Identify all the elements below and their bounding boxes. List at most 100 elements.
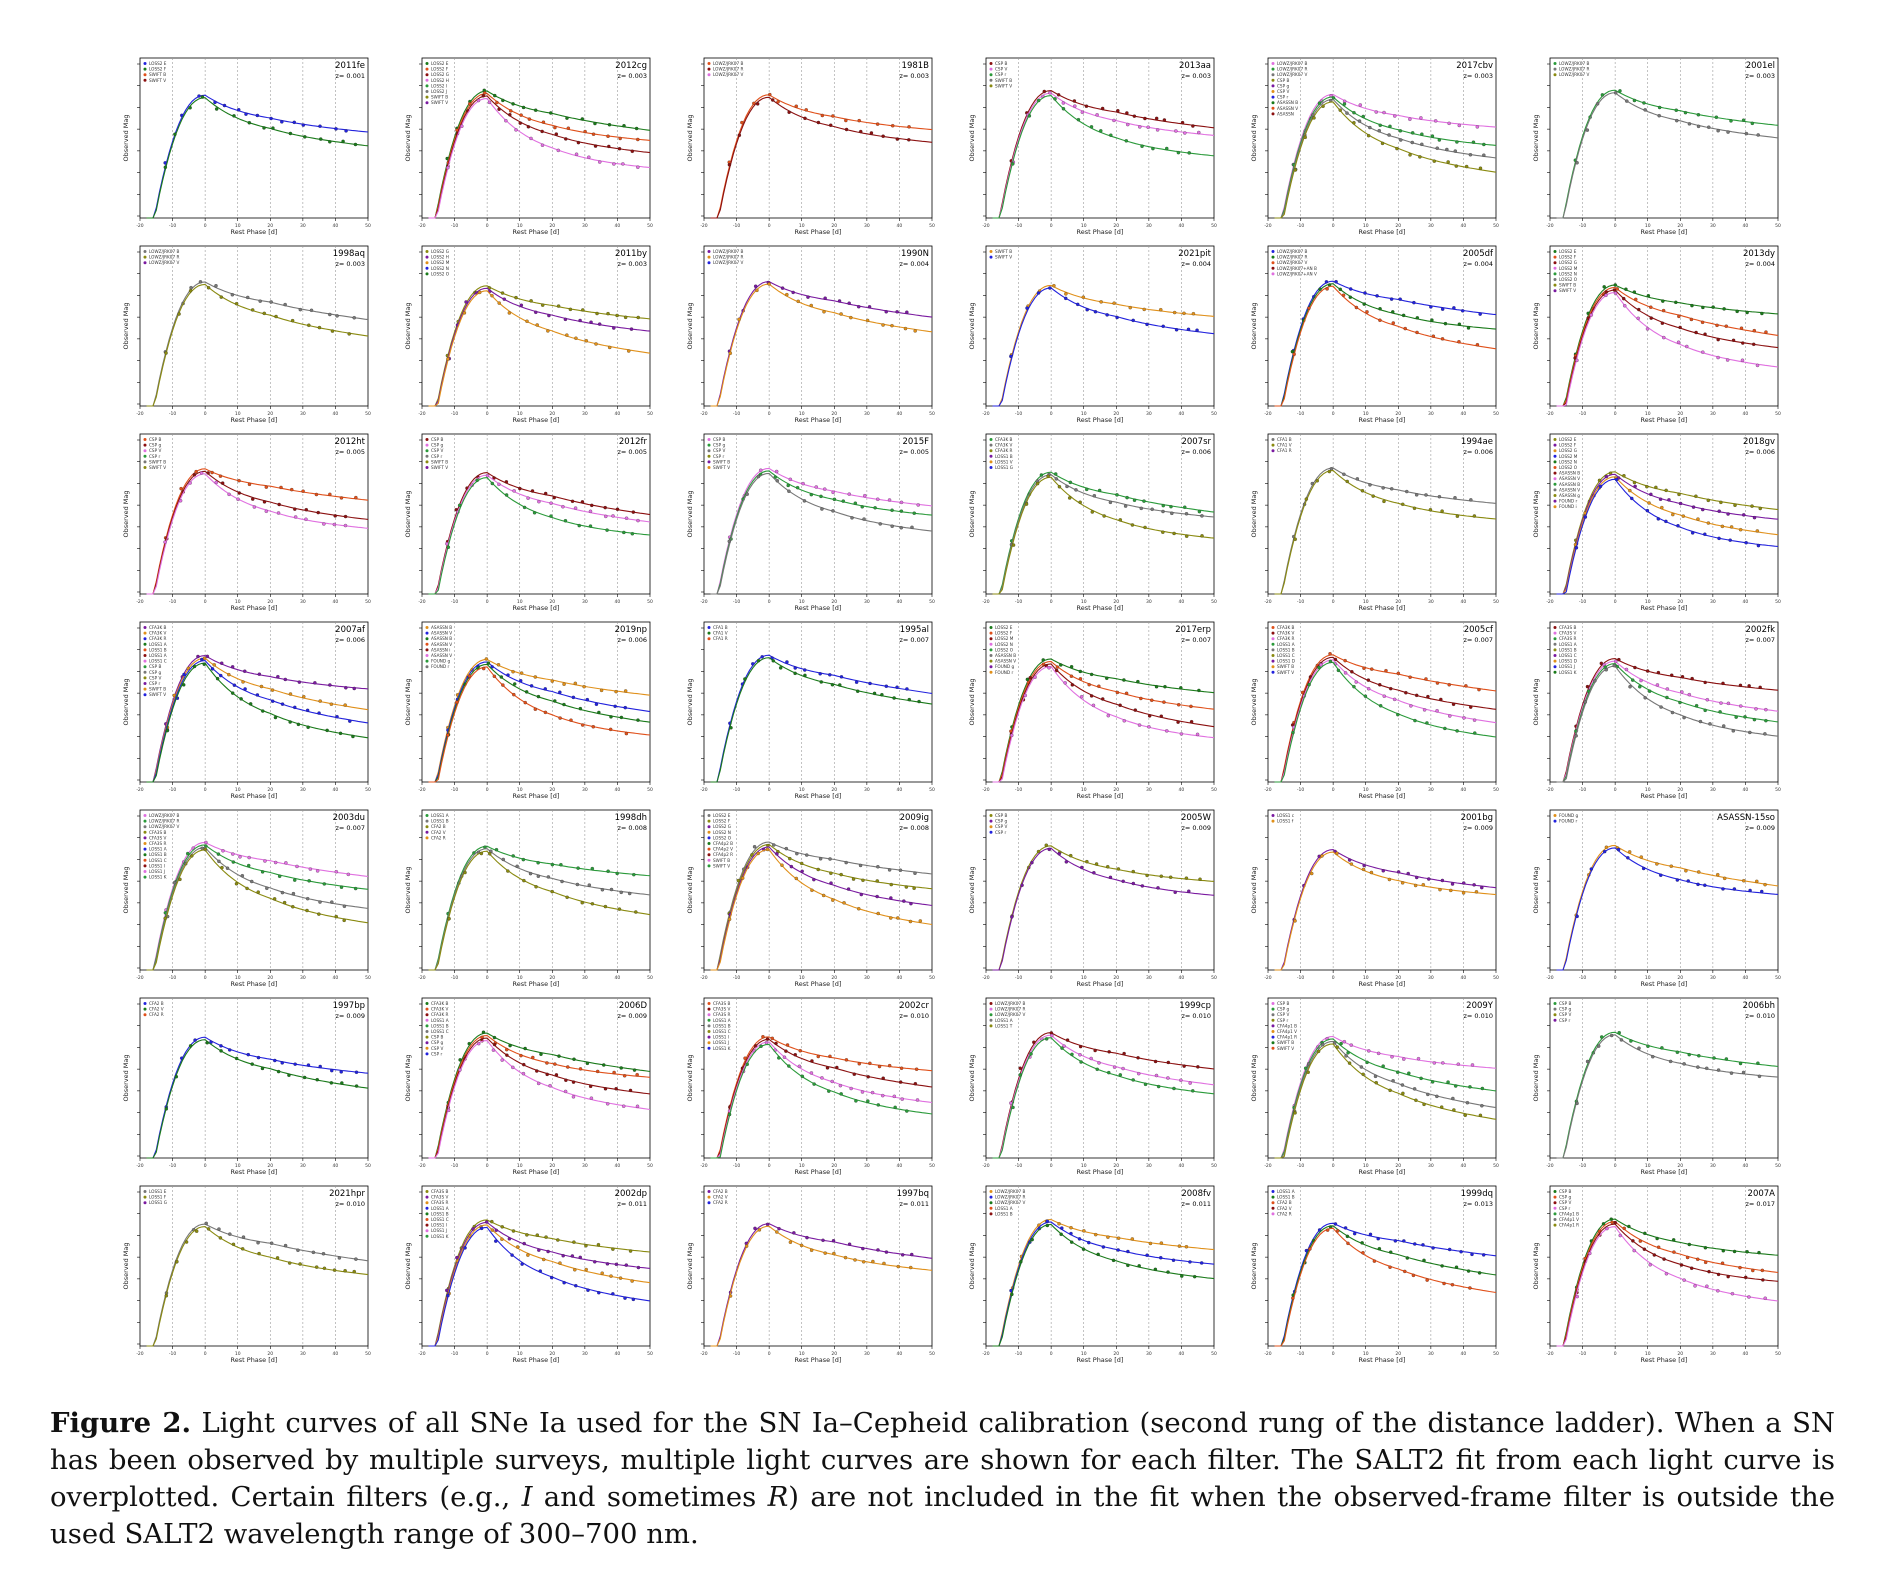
x-tick-label: 50: [1775, 599, 1781, 605]
legend-marker: [1553, 266, 1557, 270]
photometry-point: [623, 705, 627, 710]
legend-marker: [707, 853, 711, 857]
photometry-point: [1413, 718, 1417, 723]
photometry-point: [206, 285, 211, 290]
photometry-point: [887, 498, 892, 502]
legend-marker: [143, 1002, 147, 1005]
photometry-point: [1359, 1065, 1364, 1069]
legend-entry: LOWZ/JRK07 R: [713, 67, 743, 72]
photometry-point: [1447, 121, 1451, 126]
redshift-label: z= 0.004: [1181, 260, 1211, 268]
photometry-point: [518, 679, 523, 683]
photometry-point: [1403, 1269, 1407, 1274]
photometry-point: [463, 870, 467, 875]
salt2-fit-curve: [710, 657, 933, 783]
photometry-point: [1137, 1264, 1141, 1268]
salt2-fit-curve: [1556, 1031, 1779, 1159]
legend-entry: CSP g: [431, 1040, 443, 1045]
x-axis-label: Rest Phase [d]: [1077, 792, 1124, 800]
photometry-point: [794, 104, 798, 108]
x-tick-label: 10: [1363, 1163, 1369, 1169]
x-tick-label: -20: [982, 411, 989, 417]
photometry-point: [895, 685, 899, 689]
photometry-point: [529, 684, 534, 688]
legend-marker: [425, 1035, 429, 1039]
legend-entry: CSP V: [431, 1046, 443, 1051]
x-tick-label: -10: [1297, 1351, 1304, 1357]
x-tick-label: -20: [136, 1163, 143, 1169]
photometry-point: [580, 500, 585, 504]
photometry-point: [1610, 1220, 1614, 1225]
photometry-point: [467, 1041, 471, 1046]
x-tick-label: 10: [517, 787, 523, 793]
salt2-fit-curve: [710, 1036, 933, 1159]
legend-marker: [707, 1002, 711, 1005]
legend-entry: LOSS2 M: [1559, 454, 1578, 459]
photometry-point: [1408, 675, 1412, 679]
redshift-label: z= 0.003: [617, 72, 647, 80]
photometry-point: [227, 1048, 232, 1052]
x-tick-label: 50: [1493, 787, 1499, 793]
legend-entry: LOSS1 D: [1559, 659, 1577, 664]
axes-frame: [703, 433, 933, 595]
photometry-point: [823, 487, 827, 491]
x-tick-label: 40: [615, 411, 621, 417]
photometry-point: [338, 731, 343, 736]
y-axis-label: Observed Mag: [686, 866, 694, 913]
x-tick-label: -20: [136, 1351, 143, 1357]
light-curve-panel: -20 -10 0 10 20 30 40 50 Rest Phase [d] Observed …: [956, 55, 1221, 243]
salt2-fit-curve: [992, 284, 1215, 407]
photometry-point: [273, 715, 278, 720]
x-axis-label: Rest Phase [d]: [231, 1356, 278, 1364]
photometry-point: [549, 111, 553, 115]
photometry-point: [1738, 704, 1743, 708]
salt2-fit-curve: [146, 660, 369, 783]
photometry-point: [1056, 93, 1061, 97]
photometry-point: [603, 1087, 608, 1091]
photometry-point: [546, 1249, 550, 1254]
x-tick-label: 0: [486, 975, 489, 981]
legend-marker: [707, 62, 711, 65]
photometry-point: [1705, 1284, 1709, 1289]
photometry-point: [575, 882, 580, 887]
photometry-point: [1312, 116, 1316, 120]
photometry-point: [1112, 118, 1116, 123]
legend-marker: [425, 1046, 429, 1050]
photometry-point: [861, 1260, 866, 1264]
photometry-point: [590, 503, 594, 508]
y-axis-label: Observed Mag: [404, 302, 412, 349]
photometry-point: [192, 473, 197, 477]
photometry-point: [1089, 125, 1094, 129]
legend-marker: [1271, 814, 1275, 817]
photometry-point: [1649, 305, 1653, 309]
photometry-point: [1198, 877, 1202, 881]
legend-entry: LOSS1 c: [1277, 813, 1295, 818]
photometry-point: [1575, 1101, 1579, 1106]
photometry-point: [493, 93, 497, 98]
legend-entry: LOSS1 A: [431, 813, 449, 818]
photometry-point: [347, 332, 351, 336]
photometry-point: [181, 683, 186, 687]
photometry-point: [265, 886, 269, 891]
photometry-point: [1616, 847, 1621, 852]
photometry-point: [1415, 316, 1420, 320]
x-tick-label: -10: [1579, 411, 1586, 417]
photometry-point: [219, 661, 224, 665]
legend-marker: [989, 631, 993, 635]
axes-frame: [1267, 433, 1497, 595]
legend-marker: [425, 78, 429, 82]
salt2-fit-curve: [710, 283, 933, 407]
legend-entry: CSP g: [431, 443, 443, 448]
legend-marker: [143, 460, 147, 464]
photometry-point: [820, 1076, 824, 1080]
x-tick-label: -10: [733, 1351, 740, 1357]
x-tick-label: -10: [1015, 411, 1022, 417]
photometry-point: [1659, 873, 1663, 877]
photometry-point: [1161, 503, 1166, 508]
photometry-point: [890, 123, 895, 128]
salt2-fit-curve: [1274, 96, 1497, 219]
photometry-point: [346, 872, 351, 877]
salt2-fit-curve: [146, 662, 369, 783]
photometry-point: [494, 1239, 498, 1243]
photometry-point: [621, 162, 625, 166]
